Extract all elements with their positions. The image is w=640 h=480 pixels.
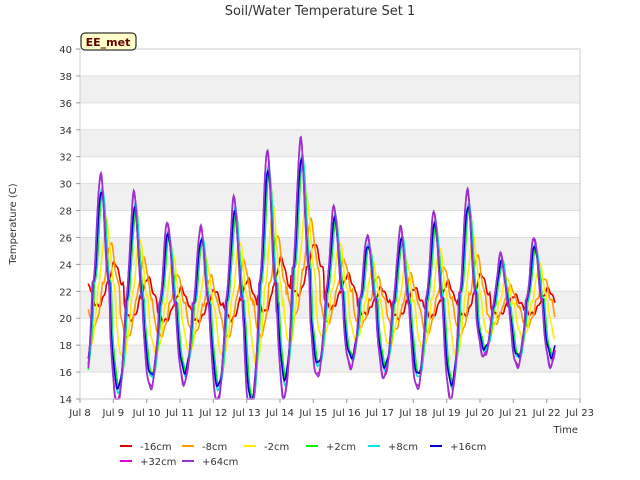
legend-label: +2cm (326, 442, 356, 453)
x-tick-label: Jul 16 (332, 408, 361, 419)
y-tick-label: 24 (59, 260, 72, 271)
legend-label: -2cm (264, 442, 289, 453)
plot-band (80, 129, 580, 157)
plot-band (80, 372, 580, 399)
x-axis-label: Time (553, 425, 578, 436)
x-tick-label: Jul 8 (68, 408, 91, 419)
x-tick-label: Jul 13 (232, 408, 261, 419)
x-tick-label: Jul 10 (132, 408, 161, 419)
legend-label: -16cm (140, 442, 172, 453)
plot-band (80, 183, 580, 211)
x-tick-label: Jul 22 (532, 408, 561, 419)
chart-title: Soil/Water Temperature Set 1 (225, 4, 416, 19)
y-axis-label: Temperature (C) (8, 183, 19, 265)
y-tick-label: 18 (59, 341, 72, 352)
x-tick-label: Jul 18 (398, 408, 427, 419)
y-tick-label: 32 (59, 153, 72, 164)
plot-band (80, 49, 580, 76)
series-layer (87, 135, 556, 401)
y-tick-label: 22 (59, 287, 72, 298)
series-line-16cm (87, 244, 556, 324)
x-tick-label: Jul 19 (432, 408, 461, 419)
y-tick-label: 28 (59, 207, 72, 218)
x-axis-ticks: Jul 8 Jul 9 Jul 10 Jul 11 Jul 12 Jul 13 Jul 14… (68, 399, 594, 419)
x-tick-label: Jul 12 (198, 408, 227, 419)
plot-background (80, 49, 580, 399)
x-tick-label: Jul 15 (298, 408, 327, 419)
series-line-64cm (87, 135, 556, 400)
legend-label: +32cm (140, 457, 176, 468)
station-badge: EE_met (80, 32, 137, 51)
x-tick-label: Jul 20 (465, 408, 494, 419)
x-tick-label: Jul 21 (498, 408, 527, 419)
y-tick-label: 34 (59, 126, 72, 137)
y-tick-label: 38 (59, 72, 72, 83)
x-tick-label: Jul 23 (565, 408, 594, 419)
plot-band (80, 345, 580, 373)
plot-band (80, 156, 580, 184)
y-tick-label: 16 (59, 368, 72, 379)
series-line-8cm (87, 216, 556, 340)
plot-frame (79, 48, 581, 400)
plot-band (80, 210, 580, 238)
legend-label: +64cm (202, 457, 238, 468)
station-badge-label: EE_met (86, 36, 131, 49)
series-line-2cm (88, 193, 556, 366)
y-tick-label: 14 (59, 395, 72, 406)
legend-label: +16cm (450, 442, 486, 453)
y-tick-label: 36 (59, 99, 72, 110)
plot-band (80, 75, 580, 103)
legend-label: +8cm (388, 442, 418, 453)
x-tick-label: Jul 17 (365, 408, 394, 419)
x-tick-label: Jul 14 (265, 408, 294, 419)
y-tick-label: 20 (59, 314, 72, 325)
y-tick-label: 26 (59, 233, 72, 244)
legend: -16cm -8cm -2cm +2cm +8cm +16cm +32cm +64cm (120, 442, 486, 468)
y-axis-ticks: 14 16 18 20 22 24 26 28 30 32 34 36 38 40 (59, 45, 80, 406)
x-tick-label: Jul 11 (165, 408, 194, 419)
plot-band (80, 102, 580, 130)
y-tick-label: 30 (59, 180, 72, 191)
legend-label: -8cm (202, 442, 227, 453)
y-tick-label: 40 (59, 45, 72, 56)
x-tick-label: Jul 9 (102, 408, 125, 419)
